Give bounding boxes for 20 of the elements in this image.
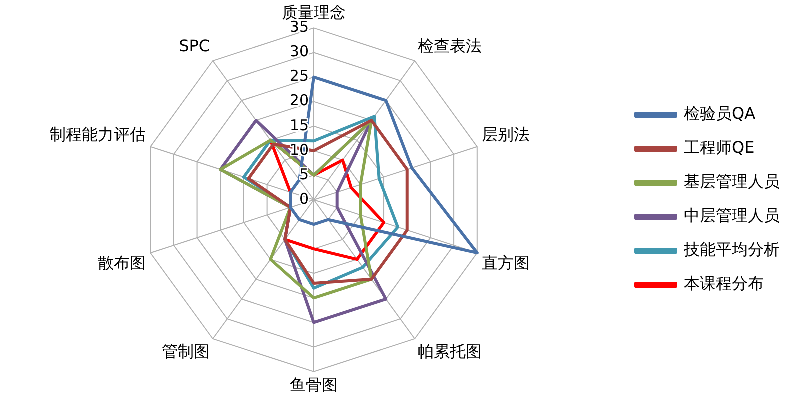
spoke-label: 层别法 [482, 124, 530, 144]
spoke-label: SPC [179, 36, 210, 56]
y-tick-label: 20 [290, 92, 309, 110]
y-tick-label: 10 [290, 140, 309, 159]
spoke-label: 制程能力评估 [50, 124, 146, 144]
spoke-label: 直方图 [482, 253, 530, 272]
spoke-label: 帕累托图 [418, 342, 482, 361]
spoke-label: 管制图 [162, 342, 210, 361]
y-tick-label: 0 [299, 190, 309, 208]
y-tick-label: 25 [290, 67, 309, 86]
spoke-label: 鱼骨图 [290, 376, 338, 395]
legend-label: 基层管理人员 [684, 172, 780, 192]
legend-label: 工程师QE [684, 138, 755, 158]
y-tick-label: 30 [290, 42, 309, 61]
legend-label: 中层管理人员 [684, 206, 780, 226]
legend-label: 技能平均分析 [683, 240, 780, 260]
legend-label: 检验员QA [684, 104, 756, 124]
legend-label: 本课程分布 [684, 274, 764, 294]
spoke-label: 散布图 [98, 253, 146, 272]
spoke-label: 检查表法 [418, 36, 482, 56]
